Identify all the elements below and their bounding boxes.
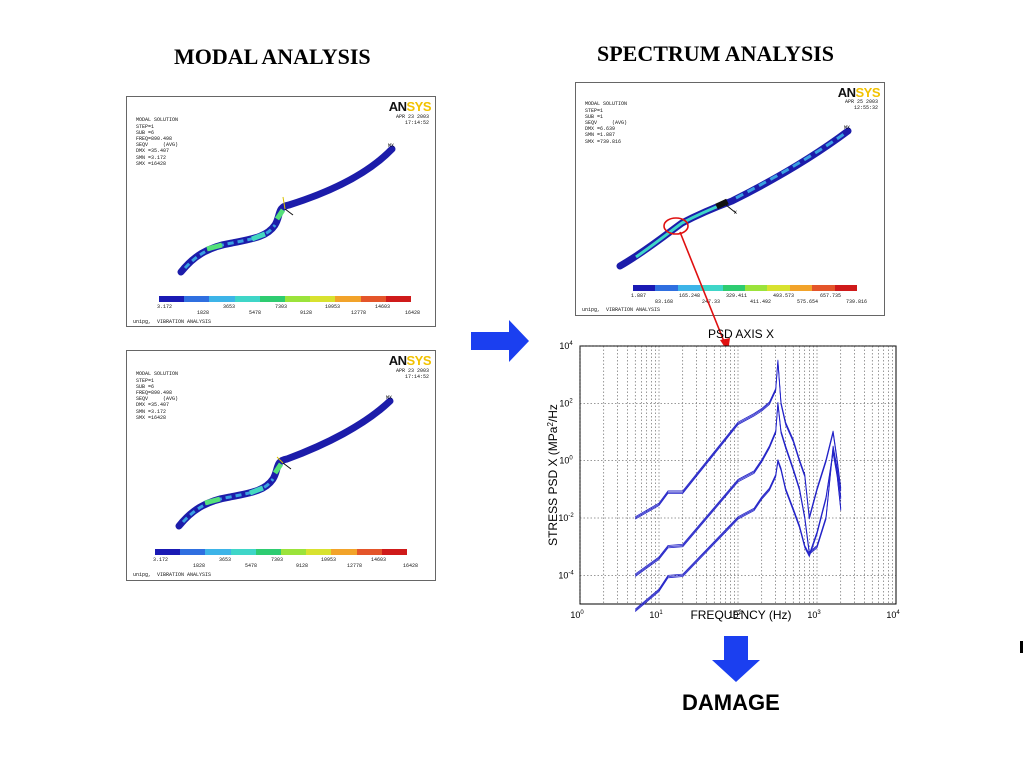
solution-date: APR 23 2003 17:14:52 xyxy=(395,114,429,127)
right-arrow-icon xyxy=(471,320,529,362)
down-arrow-icon xyxy=(712,636,760,682)
hotspot-circle xyxy=(663,217,689,235)
cbar-label: 10953 xyxy=(325,304,341,310)
y-axis-label: STRESS PSD X (MPa2/Hz xyxy=(546,404,560,546)
solution-date: APR 23 2003 17:14:52 xyxy=(395,368,429,381)
damage-label: DAMAGE xyxy=(682,690,780,715)
x-axis-label: FREQUENCY (Hz) xyxy=(690,608,791,622)
cbar-label: 16428 xyxy=(403,563,419,569)
cbar-label: 9128 xyxy=(296,563,309,569)
x-tick-label: 101 xyxy=(649,610,663,620)
panel-footer: unipg, VIBRATION ANALYSIS xyxy=(133,319,212,325)
modal-result-panel-1: MODAL SOLUTION STEP=1 SUB =6 FREQ=890.498 SE… xyxy=(126,96,436,327)
x-tick-label: 103 xyxy=(807,610,821,620)
y-tick-label: 102 xyxy=(559,398,573,408)
modal-info-text-2: MODAL SOLUTION STEP=1 SUB =6 FREQ=890.498 SE… xyxy=(136,371,179,421)
cbar-label: 1828 xyxy=(193,563,206,569)
cbar-label: 5478 xyxy=(249,310,262,316)
spectrum-analysis-title: SPECTRUM ANALYSIS xyxy=(597,41,834,66)
cbar-label: 3.172 xyxy=(157,304,173,310)
panel-footer: unipg, VIBRATION ANALYSIS xyxy=(133,572,212,578)
x-tick-label: 100 xyxy=(570,610,584,620)
chart-lines xyxy=(634,359,842,612)
svg-text:MX: MX xyxy=(844,125,850,131)
cbar-label: 3653 xyxy=(223,304,236,310)
modal-result-panel-2: MODAL SOLUTION STEP=1 SUB =6 FREQ=890.498 SE… xyxy=(126,350,436,581)
solution-date: APR 25 2003 12:55:32 xyxy=(844,99,878,112)
svg-text:X: X xyxy=(734,210,737,216)
cbar-label: 329.411 xyxy=(726,293,748,299)
cbar-label: 165.248 xyxy=(679,293,701,299)
cbar-label: 10953 xyxy=(321,557,337,563)
pipe-model-view: X MX xyxy=(616,125,852,270)
y-tick-label: 104 xyxy=(559,341,573,351)
ansys-logo: ANSYS xyxy=(388,353,432,368)
chart-grid xyxy=(579,345,896,604)
pipe-model-view: MX xyxy=(175,395,394,530)
cbar-label: 14603 xyxy=(371,557,387,563)
cbar-label: 739.816 xyxy=(846,299,868,305)
x-tick-label: 104 xyxy=(886,610,900,620)
psd-chart: PSD AXIS X 100 101 102 103 104 10-4 10-2 100 102… xyxy=(546,327,900,622)
cbar-label: 12778 xyxy=(347,563,363,569)
psd-series-line-1 xyxy=(635,362,842,520)
panel-footer: unipg, VIBRATION ANALYSIS xyxy=(582,307,661,313)
ansys-logo: ANSYS xyxy=(837,85,881,100)
spectrum-info-text: MODAL SOLUTION STEP=1 SUB =1 SEQV (AVG) DMX … xyxy=(585,101,628,145)
y-tick-label: 100 xyxy=(559,456,573,466)
cbar-label: 14603 xyxy=(375,304,391,310)
cbar-label: 12778 xyxy=(351,310,367,316)
cbar-label: 575.654 xyxy=(797,299,819,305)
cbar-label: 9128 xyxy=(300,310,313,316)
svg-text:MX: MX xyxy=(388,143,394,149)
colorbar-3 xyxy=(633,285,858,291)
colorbar-1 xyxy=(159,296,412,302)
cbar-label: 7303 xyxy=(275,304,288,310)
spectrum-result-panel: MODAL SOLUTION STEP=1 SUB =1 SEQV (AVG) DMX … xyxy=(575,82,885,316)
ansys-logo: ANSYS xyxy=(388,99,432,114)
colorbar-2 xyxy=(155,549,408,555)
cbar-label: 493.573 xyxy=(773,293,795,299)
pipe-model-view: MX xyxy=(177,143,396,276)
cbar-label: 657.735 xyxy=(820,293,842,299)
edge-mark xyxy=(1020,641,1023,653)
modal-info-text-1: MODAL SOLUTION STEP=1 SUB =6 FREQ=890.498 SE… xyxy=(136,117,179,167)
cbar-label: 5478 xyxy=(245,563,258,569)
cbar-label: 83.168 xyxy=(655,299,674,305)
psd-series-line-2 xyxy=(634,404,842,577)
psd-series-line-3 xyxy=(634,453,842,612)
x-tick-label: 102 xyxy=(728,610,742,620)
cbar-label: 247.33 xyxy=(702,299,721,305)
modal-analysis-title: MODAL ANALYSIS xyxy=(174,44,371,69)
cbar-label: 3.172 xyxy=(153,557,169,563)
cbar-label: 1828 xyxy=(197,310,210,316)
y-tick-label: 10-2 xyxy=(558,513,574,523)
chart-title: PSD AXIS X xyxy=(708,327,774,341)
cbar-label: 1.887 xyxy=(631,293,647,299)
cbar-label: 3653 xyxy=(219,557,232,563)
chart-ticks: 100 101 102 103 104 10-4 10-2 100 102 104 xyxy=(558,341,900,620)
cbar-label: 7303 xyxy=(271,557,284,563)
svg-text:MX: MX xyxy=(386,395,392,401)
cbar-label: 411.492 xyxy=(750,299,772,305)
cbar-label: 16428 xyxy=(405,310,421,316)
y-tick-label: 10-4 xyxy=(558,570,574,580)
